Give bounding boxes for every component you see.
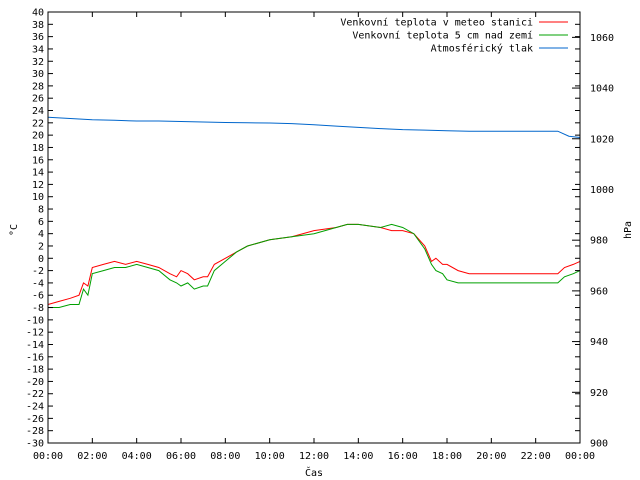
legend-label-1: Venkovní teplota 5 cm nad zemí [352,30,533,42]
y-tick-label: 16 [32,155,44,166]
y-tick-label: 20 [32,131,44,142]
y-tick-label: -4 [32,278,44,289]
x-tick-label: 16:00 [388,451,418,462]
y-tick-label: -6 [32,291,44,302]
y2-tick-label: 1020 [590,134,614,145]
y-tick-label: 2 [38,241,44,252]
y-tick-label: 8 [38,205,44,216]
y-tick-label: -20 [26,377,44,388]
legend-label-0: Venkovní teplota v meteo stanici [340,17,533,29]
y-axis-title: °C [9,224,20,236]
y-tick-label: 24 [32,106,44,117]
x-tick-label: 12:00 [299,451,329,462]
y-tick-label: -30 [26,439,44,450]
y2-tick-label: 1060 [590,33,614,44]
y-tick-label: -22 [26,389,44,400]
y-tick-label: 12 [32,180,44,191]
y-tick-label: 32 [32,57,44,68]
y-tick-label: -24 [26,402,44,413]
axis-layer: 4038363432302826242220181614121086420-2-… [26,8,614,463]
x-tick-label: 18:00 [432,451,462,462]
x-tick-label: 00:00 [33,451,63,462]
x-tick-label: 10:00 [255,451,285,462]
y2-axis-title: hPa [623,221,634,239]
x-tick-label: 20:00 [476,451,506,462]
legend-label-2: Atmosférický tlak [431,43,533,55]
y-tick-label: -2 [32,266,44,277]
x-tick-label: 04:00 [122,451,152,462]
x-tick-label: 06:00 [166,451,196,462]
x-tick-label: 02:00 [77,451,107,462]
y-tick-label: 0 [38,254,44,265]
y-tick-label: 30 [32,69,44,80]
x-tick-label: 14:00 [343,451,373,462]
y-tick-label: -8 [32,303,44,314]
y2-tick-label: 1040 [590,84,614,95]
x-tick-label: 00:00 [565,451,595,462]
y-tick-label: -18 [26,365,44,376]
y-tick-label: -12 [26,328,44,339]
y-tick-label: 26 [32,94,44,105]
y2-tick-label: 1000 [590,185,614,196]
series-line-1 [48,223,581,308]
y-tick-label: 14 [32,168,44,179]
y2-tick-label: 940 [590,337,608,348]
x-tick-label: 08:00 [210,451,240,462]
x-tick-label: 22:00 [521,451,551,462]
y2-tick-label: 980 [590,236,608,247]
y-tick-label: 22 [32,118,44,129]
y-tick-label: -10 [26,315,44,326]
y2-tick-label: 920 [590,388,608,399]
x-axis-title: Čas [305,466,323,479]
y2-tick-label: 960 [590,286,608,297]
y-tick-label: 4 [38,229,44,240]
y-tick-label: -14 [26,340,44,351]
y-tick-label: 34 [32,44,44,55]
y-tick-label: 40 [32,8,44,19]
y-tick-label: 38 [32,20,44,31]
y-tick-label: 36 [32,32,44,43]
y-tick-label: 28 [32,81,44,92]
y-tick-label: -26 [26,414,44,425]
y-tick-label: -28 [26,426,44,437]
y-tick-label: 10 [32,192,44,203]
y-tick-label: 18 [32,143,44,154]
y-tick-label: 6 [38,217,44,228]
series-layer [47,116,581,308]
legend: Venkovní teplota v meteo staniciVenkovní… [340,17,568,55]
series-line-2 [47,116,581,138]
y2-tick-label: 900 [590,439,608,450]
y-tick-label: -16 [26,352,44,363]
